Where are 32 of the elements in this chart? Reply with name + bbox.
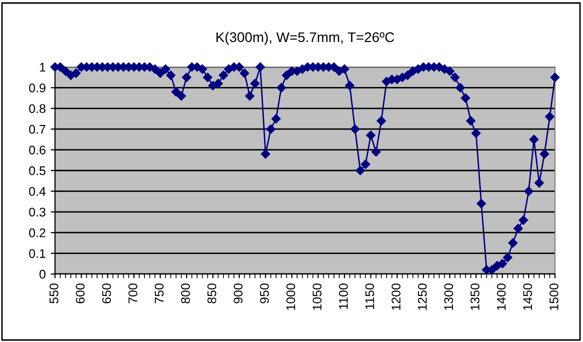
x-tick-label: 1000 xyxy=(286,284,296,310)
x-tick-label: 550 xyxy=(50,284,58,304)
x-tick-label: 600 xyxy=(76,284,85,304)
x-tick-label: 850 xyxy=(207,284,216,304)
y-tick-label: 0.6 xyxy=(29,146,46,154)
x-tick-label: 1300 xyxy=(444,284,454,310)
x-tick-label: 1150 xyxy=(365,284,374,309)
y-tick-label: 0.4 xyxy=(29,187,46,196)
y-tick-label: 0.2 xyxy=(29,228,46,238)
x-tick-label: 800 xyxy=(181,284,190,304)
y-tick-label: 0.9 xyxy=(29,84,46,92)
x-tick-label: 1100 xyxy=(338,284,348,309)
y-tick-label: 0.3 xyxy=(29,208,46,217)
x-tick-label: 1350 xyxy=(470,284,480,310)
x-tick-label: 900 xyxy=(234,284,243,304)
x-tick-label: 650 xyxy=(102,284,111,304)
x-tick-label: 950 xyxy=(260,284,269,304)
x-tick-label: 1250 xyxy=(418,284,427,310)
y-tick-label: 0 xyxy=(40,270,46,279)
y-tick-label: 0.7 xyxy=(29,124,46,134)
y-tick-label: 0.1 xyxy=(29,249,46,258)
x-tick-label: 1400 xyxy=(496,284,506,310)
y-tick-label: 1 xyxy=(40,62,46,72)
x-tick-label: 750 xyxy=(154,284,164,304)
x-tick-label: 1500 xyxy=(550,284,558,310)
chart-title: K(300m), W=5.7mm, T=26ºC xyxy=(216,32,394,45)
x-tick-label: 1050 xyxy=(312,284,322,310)
x-tick-label: 1200 xyxy=(392,284,400,310)
x-tick-label: 1450 xyxy=(523,284,532,310)
x-tick-label: 700 xyxy=(128,284,138,304)
y-tick-label: 0.5 xyxy=(29,166,46,176)
y-tick-label: 0.8 xyxy=(29,104,46,114)
